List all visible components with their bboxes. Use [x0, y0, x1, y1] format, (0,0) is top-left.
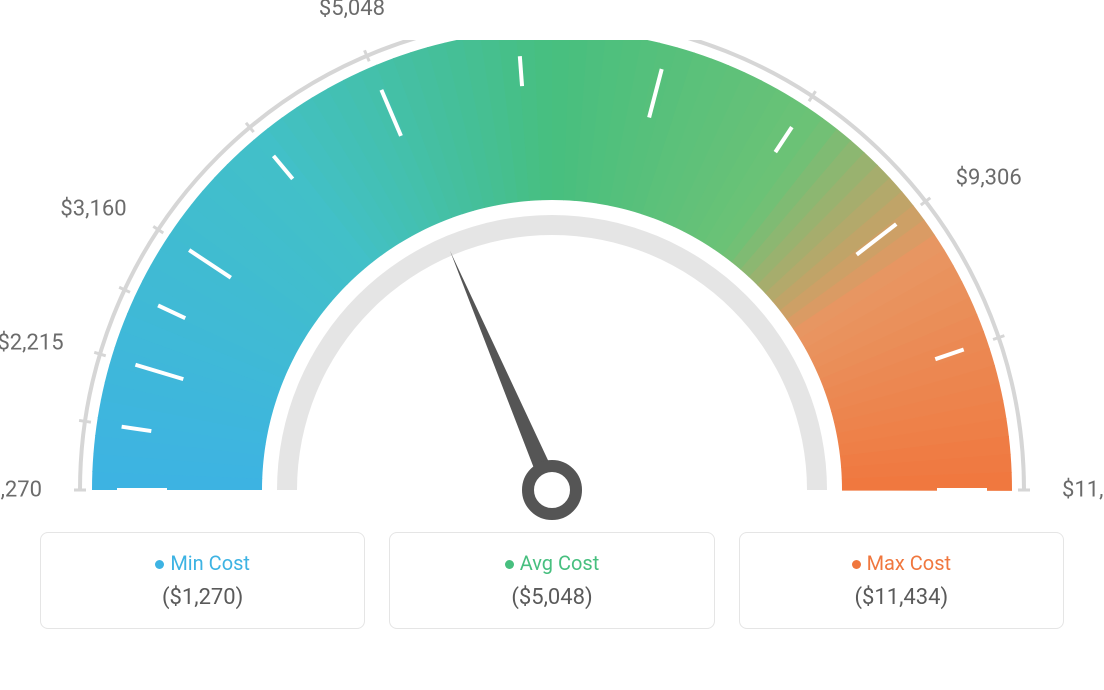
max-cost-value: ($11,434)	[752, 585, 1051, 610]
avg-dot-icon	[505, 560, 514, 569]
gauge-tick-label: $3,160	[60, 196, 126, 221]
gauge-tick-label: $11,434	[1062, 478, 1104, 503]
gauge-svg	[52, 40, 1052, 560]
gauge-tick-label: $9,306	[956, 166, 1022, 191]
gauge-chart: $1,270$2,215$3,160$5,048$7,177$9,306$11,…	[0, 0, 1104, 520]
min-dot-icon	[155, 560, 164, 569]
max-dot-icon	[852, 560, 861, 569]
gauge-tick-label: $2,215	[0, 331, 64, 356]
gauge-tick-label: $1,270	[0, 478, 42, 503]
avg-cost-value: ($5,048)	[402, 585, 701, 610]
gauge-tick-label: $5,048	[319, 0, 385, 21]
min-cost-value: ($1,270)	[53, 585, 352, 610]
